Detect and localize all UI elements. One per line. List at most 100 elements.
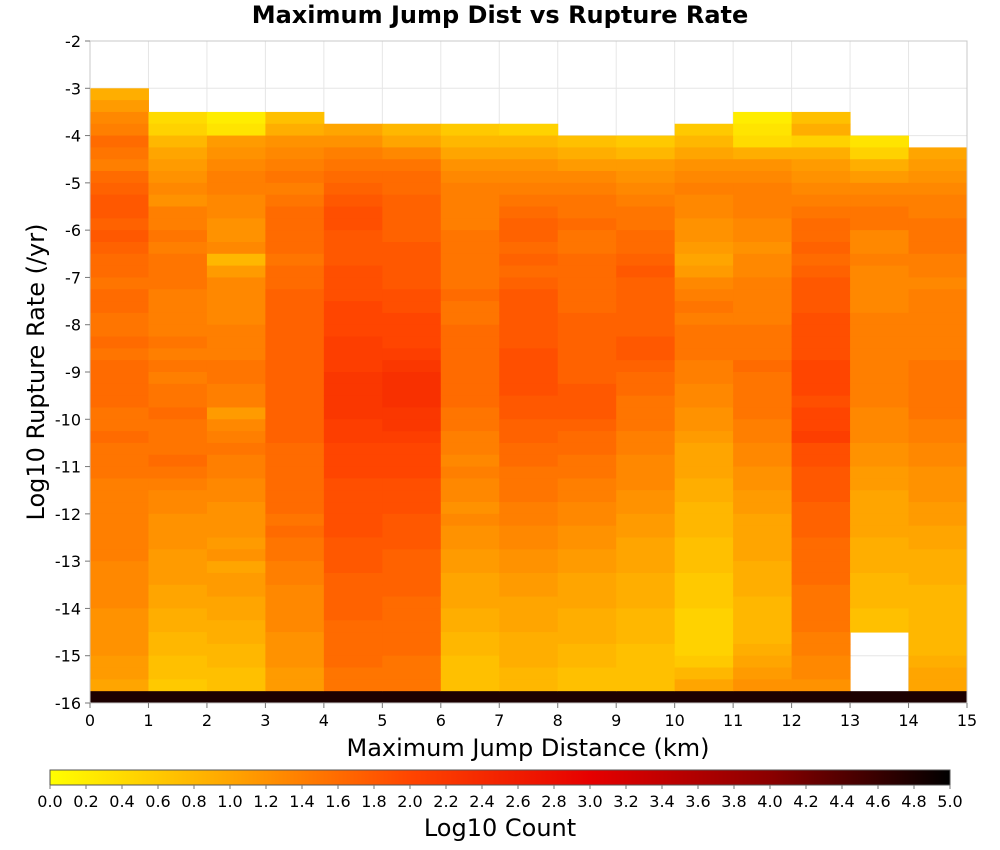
heatmap-cell [440,360,500,373]
heatmap-cell [499,159,559,172]
heatmap-cell [382,572,442,586]
heatmap-cell [616,490,676,503]
heatmap-cell [908,478,968,491]
heatmap-cell [616,383,676,397]
heatmap-cell [265,620,325,633]
heatmap-cell [616,655,676,669]
heatmap-cell [557,182,617,196]
heatmap-cell [908,253,968,267]
heatmap-cell [908,608,968,621]
y-tick-label: -9 [65,363,81,382]
heatmap-cell [850,312,910,326]
heatmap-cell [148,253,208,267]
heatmap-cell [382,431,442,444]
heatmap-cell [90,608,149,621]
heatmap-cell [148,372,208,385]
heatmap-cell [148,277,208,290]
heatmap-cell [90,336,149,349]
heatmap-cell [791,289,851,302]
heatmap-cell [616,206,676,219]
colorbar-tick-label: 3.4 [649,792,674,811]
heatmap-cell [323,230,383,243]
heatmap-cell [323,525,383,538]
heatmap-cell [791,111,851,125]
heatmap-cell [440,241,500,255]
heatmap-cell [791,643,851,657]
heatmap-cell [323,407,383,420]
heatmap-cell [440,159,500,172]
heatmap-cell [616,241,676,255]
heatmap-cell [733,147,793,160]
heatmap-cell [440,194,500,207]
heatmap-cell [206,265,266,278]
heatmap-cell [323,419,383,432]
heatmap-cell [674,324,734,338]
heatmap-cell [850,360,910,373]
heatmap-cell [148,123,208,137]
heatmap-cell [674,596,734,609]
heatmap-cell [265,490,325,503]
heatmap-cell [206,584,266,598]
heatmap-cell [908,419,968,432]
heatmap-cell [908,407,968,420]
colorbar-tick-label: 4.0 [757,792,782,811]
heatmap-cell [265,289,325,302]
heatmap-cell [323,182,383,196]
heatmap-cell [733,383,793,397]
heatmap-cell [616,159,676,172]
heatmap-cell [674,525,734,538]
heatmap-cell [674,561,734,574]
heatmap-cell [206,478,266,491]
heatmap-cell [733,549,793,562]
heatmap-cell [382,182,442,196]
heatmap-cell [440,632,500,645]
heatmap-cell [791,265,851,278]
heatmap-cell [440,608,500,621]
heatmap-cell [908,655,968,669]
heatmap-cell [323,442,383,456]
heatmap-cell [791,561,851,574]
heatmap-cell [90,372,149,385]
heatmap-cell [323,277,383,290]
heatmap-cell [206,336,266,349]
heatmap-cell [440,265,500,278]
heatmap-cell [791,608,851,621]
heatmap-cell [499,620,559,633]
heatmap-cell [616,277,676,290]
heatmap-cell [206,277,266,290]
heatmap-cell [850,620,910,633]
heatmap-cell [206,253,266,267]
heatmap-cell [148,135,208,148]
heatmap-cell [791,312,851,326]
heatmap-cell [323,655,383,669]
heatmap-cell [323,679,383,692]
heatmap-cell [791,655,851,669]
heatmap-cell [90,218,149,231]
heatmap-cell [382,159,442,172]
heatmap-cell [616,643,676,657]
heatmap-cell [206,182,266,196]
heatmap-cell [440,348,500,361]
heatmap-cell [382,490,442,503]
heatmap-cell [791,679,851,692]
heatmap-cell [733,253,793,267]
heatmap-cell [616,537,676,550]
heatmap-cell [90,348,149,361]
heatmap-cell [206,643,266,657]
heatmap-cell [499,442,559,456]
heatmap-cell [323,466,383,479]
heatmap-cell [90,431,149,444]
heatmap-cell [499,632,559,645]
heatmap-cell [440,277,500,290]
heatmap-cell [90,513,149,527]
heatmap-cell [90,466,149,479]
heatmap-cell [499,655,559,669]
heatmap-cell [733,620,793,633]
heatmap-cell [90,324,149,338]
heatmap-cell [616,419,676,432]
y-tick-label: -4 [65,127,81,146]
heatmap-cell [323,135,383,148]
heatmap-cell [323,218,383,231]
heatmap-cell [674,513,734,527]
heatmap-cell [90,277,149,290]
